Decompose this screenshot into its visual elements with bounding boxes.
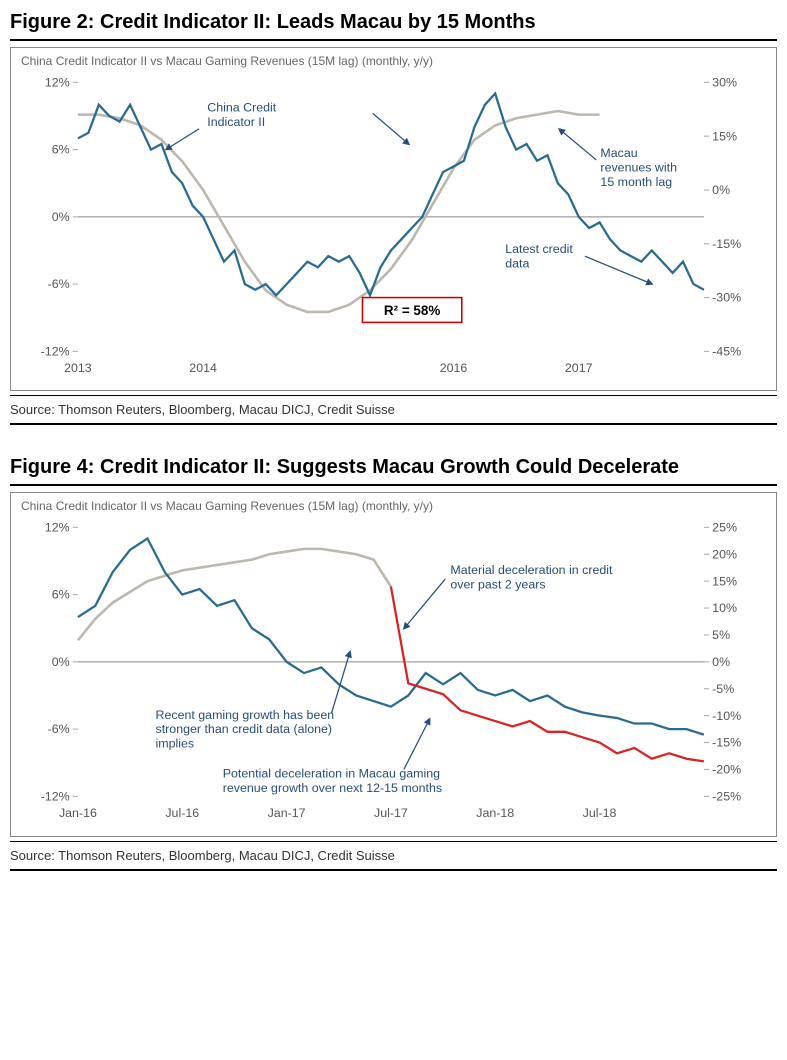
svg-text:0%: 0% [52, 655, 70, 669]
credit-line [78, 94, 704, 296]
annotation: revenues with [600, 160, 677, 174]
annotation: data [505, 257, 529, 271]
annotation: Latest credit [505, 242, 573, 256]
r-squared-label: R² = 58% [384, 303, 440, 318]
annotation: Material deceleration in credit [450, 563, 613, 577]
svg-text:-30%: -30% [712, 291, 741, 305]
svg-text:-12%: -12% [41, 345, 70, 359]
svg-text:-6%: -6% [48, 277, 70, 291]
svg-text:-6%: -6% [48, 723, 70, 737]
figure-4-title: Figure 4: Credit Indicator II: Suggests … [10, 455, 777, 486]
svg-text:-45%: -45% [712, 345, 741, 359]
svg-text:25%: 25% [712, 521, 737, 535]
svg-text:Jul-18: Jul-18 [583, 806, 617, 820]
svg-text:-12%: -12% [41, 790, 70, 804]
svg-text:Jan-16: Jan-16 [59, 806, 97, 820]
figure-4-chart: -12% -6% 0% 6% 12% -25% -20% -15% -10% -5% 0% 5% 10%… [21, 517, 766, 827]
svg-text:-25%: -25% [712, 790, 741, 804]
svg-text:30%: 30% [712, 75, 737, 89]
svg-text:Jul-16: Jul-16 [165, 806, 199, 820]
svg-text:Jan-17: Jan-17 [268, 806, 306, 820]
svg-text:0%: 0% [712, 183, 730, 197]
svg-text:2013: 2013 [64, 361, 92, 375]
figure-2-chart: -12% -6% 0% 6% 12% -45% -30% -15% 0% 15% 30% 2013 20… [21, 72, 766, 382]
svg-text:0%: 0% [52, 210, 70, 224]
svg-text:Jan-18: Jan-18 [476, 806, 514, 820]
annotation: China Credit [207, 100, 277, 114]
annotation: revenue growth over next 12-15 months [223, 782, 442, 796]
svg-text:5%: 5% [712, 628, 730, 642]
annotation: over past 2 years [450, 578, 545, 592]
svg-text:Jul-17: Jul-17 [374, 806, 408, 820]
svg-text:2017: 2017 [565, 361, 593, 375]
annotation: Indicator II [207, 115, 265, 129]
svg-text:6%: 6% [52, 588, 70, 602]
svg-text:2014: 2014 [189, 361, 217, 375]
annotation: Potential deceleration in Macau gaming [223, 767, 440, 781]
figure-4: Figure 4: Credit Indicator II: Suggests … [10, 455, 777, 870]
figure-4-source: Source: Thomson Reuters, Bloomberg, Maca… [10, 841, 777, 871]
annotation: Macau [600, 146, 637, 160]
svg-text:2016: 2016 [440, 361, 468, 375]
annotation: implies [156, 737, 195, 751]
figure-2-subtitle: China Credit Indicator II vs Macau Gamin… [21, 54, 766, 68]
svg-text:-15%: -15% [712, 736, 741, 750]
svg-text:15%: 15% [712, 575, 737, 589]
svg-text:-20%: -20% [712, 763, 741, 777]
svg-text:12%: 12% [45, 75, 70, 89]
figure-2: Figure 2: Credit Indicator II: Leads Mac… [10, 10, 777, 425]
annotation: Recent gaming growth has been [156, 708, 335, 722]
svg-text:20%: 20% [712, 548, 737, 562]
svg-text:0%: 0% [712, 655, 730, 669]
annotation: stronger than credit data (alone) [156, 723, 333, 737]
forecast-line [391, 587, 704, 762]
svg-text:6%: 6% [52, 143, 70, 157]
macau-line [78, 549, 391, 640]
svg-text:10%: 10% [712, 602, 737, 616]
figure-2-chart-box: China Credit Indicator II vs Macau Gamin… [10, 47, 777, 391]
svg-text:-15%: -15% [712, 237, 741, 251]
svg-text:-5%: -5% [712, 682, 734, 696]
figure-2-title: Figure 2: Credit Indicator II: Leads Mac… [10, 10, 777, 41]
svg-text:15%: 15% [712, 129, 737, 143]
svg-text:-10%: -10% [712, 709, 741, 723]
figure-2-source: Source: Thomson Reuters, Bloomberg, Maca… [10, 395, 777, 425]
macau-line [78, 111, 600, 312]
figure-4-chart-box: China Credit Indicator II vs Macau Gamin… [10, 492, 777, 836]
figure-4-subtitle: China Credit Indicator II vs Macau Gamin… [21, 499, 766, 513]
annotation: 15 month lag [600, 175, 672, 189]
svg-text:12%: 12% [45, 521, 70, 535]
